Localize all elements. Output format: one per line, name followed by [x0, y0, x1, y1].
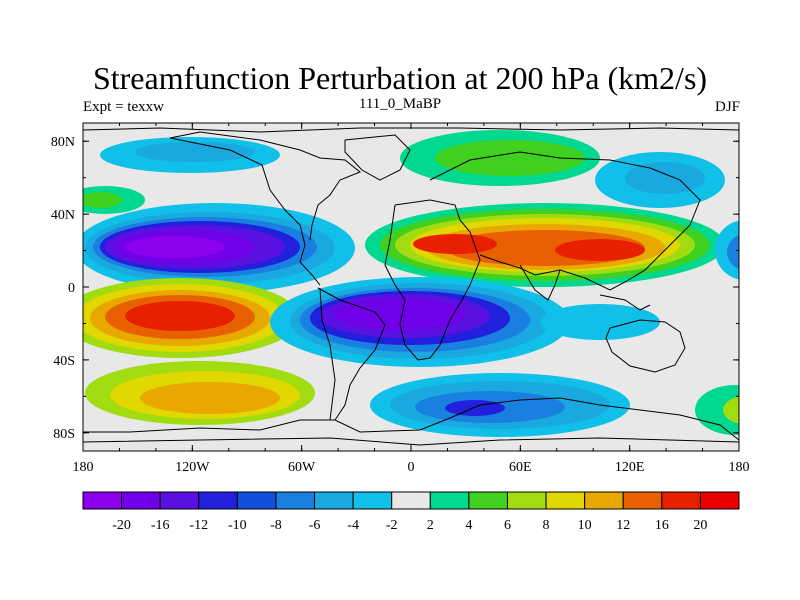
blob-north-pacific: [100, 137, 280, 173]
blob-dateline-east: [715, 220, 739, 280]
colorbar-swatch: [584, 491, 624, 510]
y-tick-label: 80S: [53, 427, 75, 442]
colorbar-label: 16: [655, 518, 669, 533]
contour-field: [83, 123, 739, 451]
blob-asia-high: [365, 203, 725, 287]
blob-pacific-high-south: [83, 278, 300, 358]
colorbar-label: -20: [112, 518, 131, 533]
y-tick-label: 40S: [53, 354, 75, 369]
colorbar-swatch: [468, 491, 508, 510]
colorbar-label: 8: [543, 518, 550, 533]
colorbar-label: -10: [228, 518, 247, 533]
colorbar-label: 12: [616, 518, 630, 533]
colorbar-label: 20: [693, 518, 707, 533]
blob-north-pacific-west: [83, 186, 145, 214]
colorbar-swatch: [82, 491, 123, 510]
y-tick-label: 40N: [51, 208, 75, 223]
x-axis: 180 120W 60W 0 60E 120E 180: [73, 123, 750, 475]
colorbar-label: -4: [347, 518, 359, 533]
blob-pacific-low-north: [83, 203, 355, 293]
case-label: 111_0_MaBP: [358, 96, 442, 112]
colorbar-swatch: [622, 491, 663, 510]
colorbar-label: -6: [309, 518, 321, 533]
colorbar-label: 6: [504, 518, 511, 533]
x-tick-label: 180: [729, 460, 750, 475]
y-tick-label: 0: [68, 281, 75, 296]
colorbar-label: -16: [151, 518, 170, 533]
x-tick-label: 60W: [288, 460, 316, 475]
map-title: Streamfunction Perturbation at 200 hPa (…: [92, 60, 708, 96]
colorbar-swatch: [198, 491, 238, 510]
x-tick-label: 60E: [509, 460, 532, 475]
blob-southern-ocean-low: [370, 373, 630, 437]
colorbar-swatch: [699, 491, 740, 510]
blob-east-pacific-south: [540, 304, 660, 340]
colorbar-swatch: [236, 491, 277, 510]
colorbar: -20 -16 -12 -10 -8 -6 -4 -2 2 4 6 8 10 12 16 20: [82, 491, 740, 533]
season-label: DJF: [714, 99, 740, 115]
colorbar-label: -8: [270, 518, 282, 533]
blob-southern-east-pacific: [695, 385, 739, 435]
coastlines: [83, 127, 739, 446]
colorbar-label: -12: [189, 518, 208, 533]
x-tick-label: 120W: [175, 460, 210, 475]
colorbar-swatch: [506, 491, 547, 510]
blob-east-asia-north: [595, 152, 725, 208]
x-tick-label: 120E: [615, 460, 645, 475]
colorbar-swatch: [545, 491, 586, 510]
x-tick-label: 180: [73, 460, 94, 475]
x-tick-label: 0: [408, 460, 415, 475]
blob-north-europe: [400, 130, 600, 186]
y-tick-label: 80N: [51, 135, 75, 150]
colorbar-label: 2: [427, 518, 434, 533]
colorbar-label: -2: [386, 518, 398, 533]
colorbar-swatch: [275, 491, 316, 510]
colorbar-swatch: [159, 491, 200, 510]
colorbar-swatch: [352, 491, 393, 510]
blob-africa-low-south: [270, 277, 570, 367]
experiment-label: Expt = texxw: [83, 99, 164, 115]
colorbar-swatch: [314, 491, 354, 510]
y-axis: 80N 40N 0 40S 80S: [51, 135, 739, 442]
colorbar-swatch: [121, 491, 161, 510]
colorbar-label: 4: [465, 518, 472, 533]
colorbar-swatch: [429, 491, 470, 510]
colorbar-swatch: [391, 491, 431, 510]
colorbar-label: 10: [578, 518, 592, 533]
blob-southern-pacific-high: [85, 361, 315, 425]
colorbar-swatch: [661, 491, 701, 510]
